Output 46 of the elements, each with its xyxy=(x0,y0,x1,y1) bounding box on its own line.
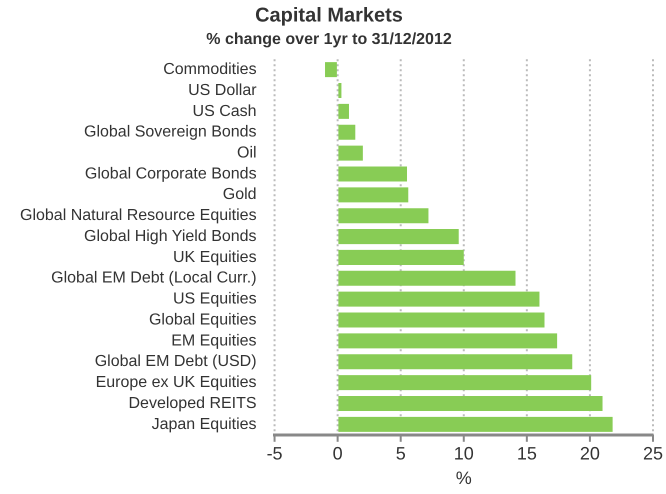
x-tick-label: 0 xyxy=(332,444,343,464)
bar xyxy=(338,104,349,119)
y-tick-label: US Cash xyxy=(192,102,257,120)
chart-subtitle: % change over 1yr to 31/12/2012 xyxy=(206,31,452,48)
bar xyxy=(338,166,408,182)
bar xyxy=(338,146,363,161)
y-tick-label: Developed REITS xyxy=(128,394,257,412)
y-tick-label: US Equities xyxy=(172,290,257,308)
bar xyxy=(338,208,428,224)
y-tick-label: Global Corporate Bonds xyxy=(84,165,257,182)
y-tick-label: Oil xyxy=(237,144,257,162)
x-axis-title: % xyxy=(456,468,472,488)
bar xyxy=(338,270,516,286)
x-tick-label: 10 xyxy=(454,444,474,464)
y-tick-label: US Dollar xyxy=(188,82,258,99)
y-tick-label: Commodities xyxy=(163,61,257,78)
bar xyxy=(338,416,613,432)
y-tick-label: Global Sovereign Bonds xyxy=(84,124,257,141)
y-tick-label: Global High Yield Bonds xyxy=(84,228,257,245)
bar xyxy=(338,124,356,140)
y-tick-label: Global Natural Resource Equities xyxy=(20,207,257,224)
y-tick-label: UK Equities xyxy=(172,248,257,266)
y-tick-label: Europe ex UK Equities xyxy=(96,374,257,392)
bar xyxy=(338,312,545,328)
bar xyxy=(338,187,408,202)
y-tick-label: Japan Equities xyxy=(152,416,257,433)
bar xyxy=(338,333,558,348)
bar xyxy=(338,250,464,265)
x-tick-label: 25 xyxy=(642,444,664,464)
x-tick-label: 15 xyxy=(516,444,537,464)
y-tick-label: Global EM Debt (USD) xyxy=(94,353,257,370)
x-tick-label: -5 xyxy=(266,444,283,464)
chart-title: Capital Markets xyxy=(255,4,403,27)
x-tick-label: 5 xyxy=(396,444,406,464)
bar xyxy=(338,292,540,307)
y-tick-label: EM Equities xyxy=(171,332,257,350)
y-tick-label: Gold xyxy=(222,186,257,204)
bar xyxy=(338,396,603,412)
bar xyxy=(338,229,459,244)
y-tick-label: Global Equities xyxy=(148,311,257,328)
bar xyxy=(338,354,572,370)
bar xyxy=(325,62,337,78)
bar xyxy=(338,375,592,390)
bar xyxy=(338,82,342,98)
y-tick-label: Global EM Debt (Local Curr.) xyxy=(51,270,257,287)
x-tick-label: 20 xyxy=(580,444,600,464)
